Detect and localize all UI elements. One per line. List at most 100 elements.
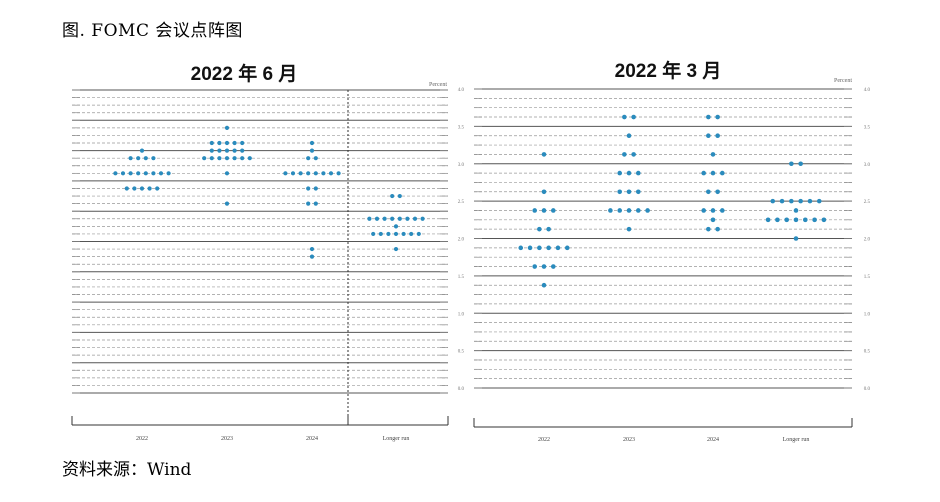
data-dot	[803, 217, 808, 223]
data-dot	[779, 198, 785, 204]
data-dot	[789, 198, 794, 204]
data-dot	[397, 216, 402, 221]
data-dot	[626, 133, 632, 139]
data-dot	[283, 171, 288, 176]
data-dot	[720, 208, 725, 213]
data-dot	[715, 114, 720, 120]
data-dot	[710, 170, 716, 176]
x-tick-label: 2024	[707, 437, 719, 443]
data-dot	[217, 148, 222, 153]
data-dot	[166, 171, 171, 176]
data-dot	[537, 245, 542, 251]
data-dot	[636, 170, 641, 176]
data-dot	[710, 208, 716, 213]
data-dot	[701, 208, 706, 213]
data-dot	[532, 208, 537, 213]
data-dot	[224, 171, 230, 176]
data-dot	[232, 148, 237, 153]
data-dot	[309, 140, 315, 146]
y-tick-label: 3.0	[458, 163, 465, 168]
data-dot	[715, 226, 720, 232]
data-dot	[232, 156, 237, 161]
y-tick-label-right: 3.5	[864, 125, 871, 130]
data-dot	[328, 171, 334, 176]
data-dot	[306, 201, 311, 206]
data-dot	[793, 208, 799, 213]
y-tick-label: 1.5	[458, 275, 465, 280]
y-tick-label-right: 1.5	[864, 275, 871, 280]
data-dot	[765, 217, 771, 223]
data-dot	[290, 171, 296, 176]
data-dot	[821, 217, 827, 223]
data-dot	[240, 140, 245, 146]
x-tick-label: 2023	[221, 436, 233, 442]
data-dot	[139, 186, 145, 191]
data-dot	[155, 186, 160, 191]
data-dot	[217, 156, 222, 161]
data-dot	[617, 208, 622, 213]
data-dot	[617, 189, 622, 195]
chart-title: 2022 年 6 月	[191, 62, 298, 85]
data-dot	[313, 186, 318, 191]
data-dot	[537, 226, 542, 232]
data-dot	[124, 186, 129, 191]
x-tick-label: Longer run	[383, 436, 410, 442]
data-dot	[202, 156, 207, 161]
data-dot	[706, 226, 711, 232]
data-dot	[793, 217, 799, 223]
data-dot	[143, 156, 148, 161]
source-note: 资料来源：Wind	[62, 460, 192, 480]
data-dot	[546, 226, 551, 232]
data-dot	[626, 226, 632, 232]
data-dot	[313, 201, 318, 206]
data-dot	[789, 161, 794, 167]
data-dot	[390, 193, 395, 199]
data-dot	[147, 186, 152, 191]
data-dot	[626, 208, 632, 213]
y-tick-label: 2.0	[458, 238, 465, 243]
data-dot	[541, 208, 547, 213]
y-tick-label-right: 4.0	[864, 88, 871, 93]
data-dot	[393, 246, 399, 252]
data-dot	[551, 264, 556, 269]
data-dot	[715, 133, 720, 139]
data-dot	[224, 148, 230, 153]
dot-plot-0: 2022 年 6 月 Percent 2022 2023 2024 Longer run	[71, 62, 449, 442]
data-dot	[209, 140, 214, 146]
data-dot	[113, 171, 118, 176]
data-dot	[247, 156, 252, 161]
data-dot	[401, 231, 406, 237]
data-dot	[240, 148, 245, 153]
data-dot	[710, 152, 716, 157]
data-dot	[798, 161, 803, 167]
data-dot	[527, 245, 533, 251]
data-dot	[564, 245, 570, 251]
data-dot	[136, 171, 141, 176]
data-dot	[132, 186, 137, 191]
data-dot	[546, 245, 551, 251]
data-dot	[390, 216, 395, 221]
data-dot	[784, 217, 789, 223]
data-dot	[816, 198, 822, 204]
data-dot	[306, 171, 311, 176]
data-dot	[409, 231, 414, 237]
y-tick-label-right: 0.0	[864, 387, 871, 392]
data-dot	[706, 114, 711, 120]
data-dot	[224, 201, 230, 206]
y-tick-label: 1.0	[458, 312, 465, 317]
data-dot	[393, 224, 399, 229]
data-dot	[706, 133, 711, 139]
data-dot	[541, 282, 547, 288]
data-dot	[224, 156, 230, 161]
y-axis-label: Percent	[834, 78, 852, 84]
data-dot	[209, 156, 214, 161]
x-tick-label: 2022	[538, 437, 550, 443]
data-dot	[720, 170, 725, 176]
data-dot	[532, 264, 537, 269]
data-dot	[393, 231, 399, 237]
y-tick-label: 2.5	[458, 200, 465, 205]
data-dot	[143, 171, 148, 176]
data-dot	[151, 156, 156, 161]
data-dot	[313, 156, 318, 161]
data-dot	[139, 148, 145, 153]
